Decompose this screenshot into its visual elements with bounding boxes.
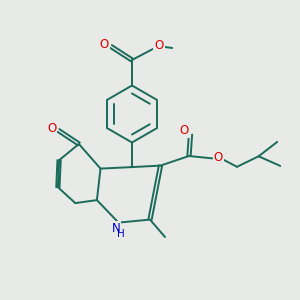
Text: O: O <box>100 38 109 51</box>
Text: O: O <box>180 124 189 137</box>
Text: O: O <box>154 39 164 52</box>
Text: O: O <box>214 151 223 164</box>
Text: N: N <box>112 222 121 235</box>
Text: H: H <box>117 229 125 239</box>
Text: O: O <box>47 122 56 135</box>
